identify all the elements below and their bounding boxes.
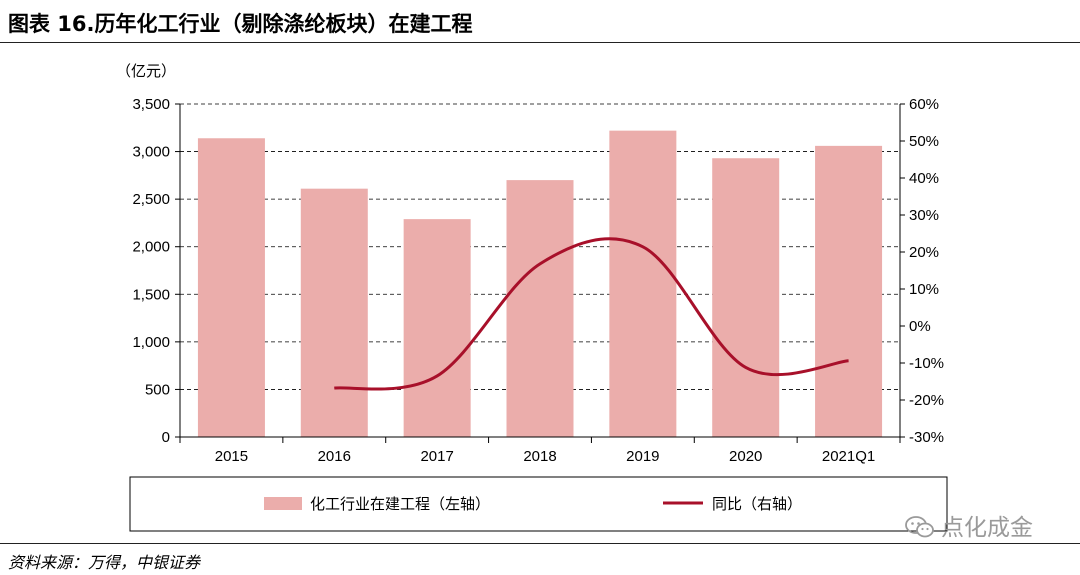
footer-rule (0, 543, 1080, 544)
y-right-tick-label: 50% (909, 133, 939, 150)
x-tick-label: 2017 (420, 448, 453, 465)
y-right-tick-label: 40% (909, 170, 939, 187)
y-left-tick-label: 2,000 (132, 239, 170, 256)
tick-labels: 0 500 1,000 1,500 2,000 2,500 3,000 3,500 -30% -2… (132, 96, 944, 465)
y-left-tick-label: 1,500 (132, 286, 170, 303)
bar-2017 (403, 219, 471, 437)
bar-2018 (506, 180, 574, 437)
y-axis-unit-label: （亿元） (116, 62, 176, 80)
y-left-tick-label: 2,500 (132, 191, 170, 208)
y-left-tick-label: 500 (145, 381, 170, 398)
y-left-tick-label: 0 (162, 429, 170, 446)
bar-2019 (609, 130, 677, 437)
y-right-tick-label: 10% (909, 281, 939, 298)
legend-bar-swatch (264, 497, 302, 510)
y-left-tick-label: 3,000 (132, 144, 170, 161)
legend-line-label: 同比（右轴） (712, 495, 802, 513)
source-note: 资料来源：万得，中银证券 (8, 553, 201, 572)
x-tick-label: 2020 (729, 448, 762, 465)
axes (175, 103, 905, 443)
y-right-tick-label: 20% (909, 244, 939, 261)
x-tick-label: 2018 (523, 448, 556, 465)
legend-box (129, 476, 948, 532)
watermark: 点化成金 (905, 508, 1033, 542)
bar-2020 (712, 158, 780, 437)
y-right-tick-label: -30% (909, 429, 944, 446)
y-right-tick-label: 60% (909, 96, 939, 113)
legend: 化工行业在建工程（左轴） 同比（右轴） (129, 476, 948, 532)
bar-2016 (300, 188, 368, 437)
y-left-tick-label: 1,000 (132, 334, 170, 351)
x-tick-label: 2021Q1 (822, 448, 875, 465)
x-tick-label: 2019 (626, 448, 659, 465)
bar-series (197, 130, 883, 437)
y-right-tick-label: -10% (909, 355, 944, 372)
x-tick-label: 2015 (215, 448, 248, 465)
y-left-tick-label: 3,500 (132, 96, 170, 113)
line-series (334, 237, 849, 391)
chart: 0 500 1,000 1,500 2,000 2,500 3,000 3,500 -30% -2… (116, 62, 948, 532)
bar-2015 (197, 138, 265, 437)
yoy-line (334, 237, 849, 391)
y-right-tick-label: 0% (909, 318, 931, 335)
y-right-tick-label: 30% (909, 207, 939, 224)
y-right-tick-label: -20% (909, 392, 944, 409)
bar-2021Q1 (815, 145, 883, 437)
title-rule (0, 42, 1080, 43)
x-tick-label: 2016 (318, 448, 351, 465)
chart-title: 图表 16.历年化工行业（剔除涤纶板块）在建工程 (8, 12, 473, 36)
legend-bar-label: 化工行业在建工程（左轴） (310, 495, 490, 513)
watermark-text: 点化成金 (941, 515, 1033, 541)
wechat-icon (905, 516, 934, 538)
